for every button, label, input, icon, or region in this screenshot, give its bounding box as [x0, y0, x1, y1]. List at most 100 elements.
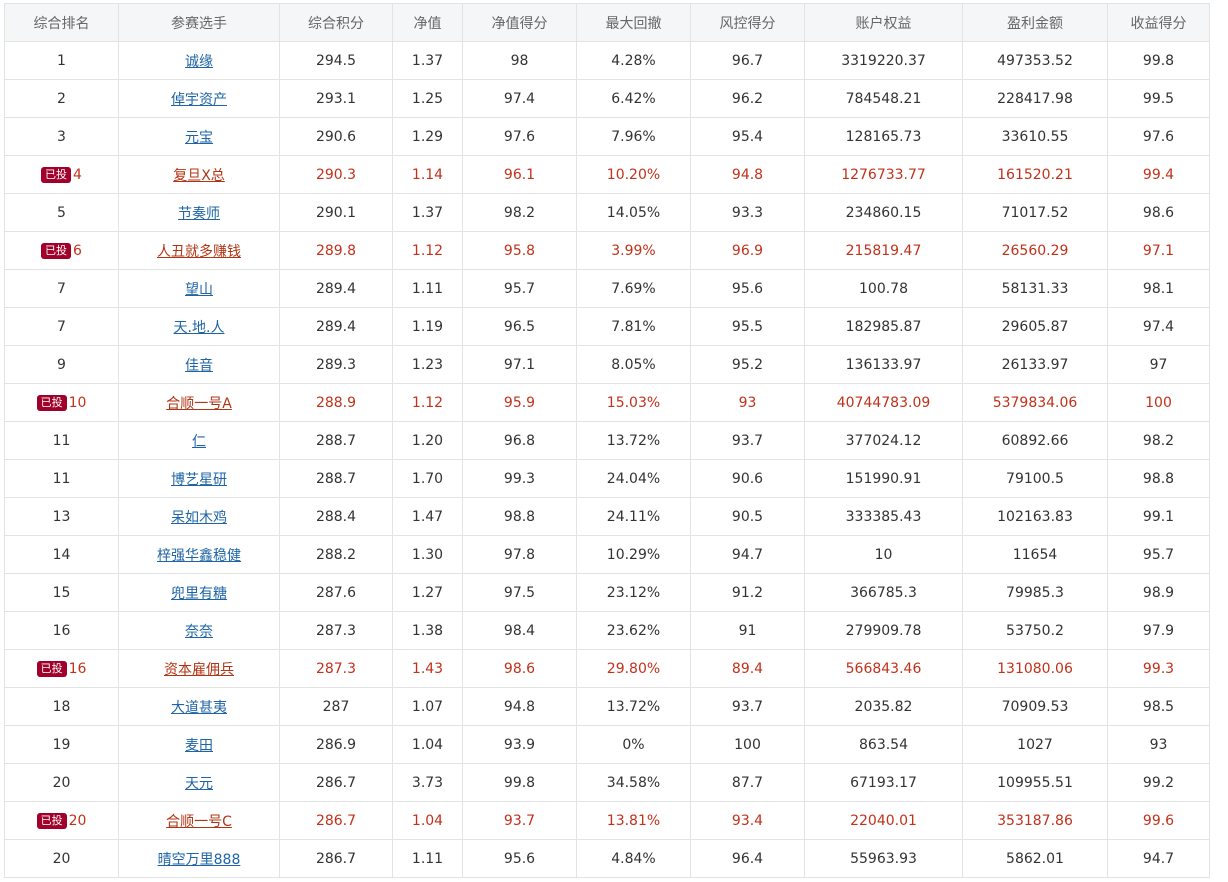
equity-cell: 279909.78: [804, 611, 963, 650]
player-link[interactable]: 倬宇资产: [171, 91, 227, 108]
player-link[interactable]: 兜里有糖: [171, 585, 227, 602]
return-score-cell: 100: [1107, 383, 1210, 422]
table-row: 1 诚缘 294.5 1.37 98 4.28% 96.7 3319220.37 497353.…: [4, 41, 1210, 80]
equity-cell: 22040.01: [804, 801, 963, 840]
max-drawdown-cell: 24.11%: [576, 497, 691, 536]
risk-score-cell: 96.2: [690, 79, 805, 118]
rank-value: 15: [52, 584, 71, 601]
equity-cell: 366785.3: [804, 573, 963, 612]
nav-cell: 1.23: [392, 345, 463, 384]
risk-score-cell: 95.6: [690, 269, 805, 308]
player-link[interactable]: 诚缘: [185, 53, 213, 70]
max-drawdown-cell: 4.84%: [576, 839, 691, 878]
rank-value: 20: [68, 812, 87, 829]
rank-value: 9: [57, 356, 66, 373]
header-return-score[interactable]: 收益得分: [1107, 3, 1210, 42]
equity-cell: 1276733.77: [804, 155, 963, 194]
rank-cell: 18: [4, 687, 119, 726]
header-nav[interactable]: 净值: [392, 3, 463, 42]
risk-score-cell: 90.5: [690, 497, 805, 536]
return-score-cell: 97.4: [1107, 307, 1210, 346]
nav-cell: 1.38: [392, 611, 463, 650]
player-link[interactable]: 晴空万里888: [157, 851, 241, 868]
equity-cell: 151990.91: [804, 459, 963, 498]
nav-score-cell: 98.6: [462, 649, 577, 688]
score-cell: 290.6: [279, 117, 393, 156]
player-link[interactable]: 奈奈: [185, 623, 213, 640]
rank-cell: 5: [4, 193, 119, 232]
max-drawdown-cell: 10.20%: [576, 155, 691, 194]
nav-score-cell: 97.1: [462, 345, 577, 384]
player-link[interactable]: 大道甚夷: [171, 699, 227, 716]
player-link[interactable]: 节奏师: [178, 205, 220, 222]
player-cell: 奈奈: [118, 611, 280, 650]
player-link[interactable]: 博艺星研: [171, 471, 227, 488]
header-equity[interactable]: 账户权益: [804, 3, 963, 42]
rank-value: 7: [57, 280, 66, 297]
player-link[interactable]: 天元: [185, 775, 213, 792]
return-score-cell: 97.1: [1107, 231, 1210, 270]
risk-score-cell: 96.7: [690, 41, 805, 80]
player-cell: 天.地.人: [118, 307, 280, 346]
header-max-drawdown[interactable]: 最大回撤: [576, 3, 691, 42]
invested-badge: 已投: [36, 812, 67, 829]
header-score[interactable]: 综合积分: [279, 3, 393, 42]
max-drawdown-cell: 4.28%: [576, 41, 691, 80]
player-link[interactable]: 呆如木鸡: [171, 509, 227, 526]
max-drawdown-cell: 23.12%: [576, 573, 691, 612]
max-drawdown-cell: 24.04%: [576, 459, 691, 498]
nav-score-cell: 95.9: [462, 383, 577, 422]
profit-cell: 497353.52: [962, 41, 1108, 80]
player-link[interactable]: 合顺一号A: [166, 395, 232, 412]
invested-badge: 已投: [41, 166, 72, 183]
score-cell: 287.6: [279, 573, 393, 612]
header-profit[interactable]: 盈利金额: [962, 3, 1108, 42]
player-link[interactable]: 麦田: [185, 737, 213, 754]
player-link[interactable]: 元宝: [185, 129, 213, 146]
return-score-cell: 93: [1107, 725, 1210, 764]
equity-cell: 182985.87: [804, 307, 963, 346]
equity-cell: 3319220.37: [804, 41, 963, 80]
player-link[interactable]: 复旦X总: [173, 167, 225, 184]
player-cell: 合顺一号A: [118, 383, 280, 422]
ranking-table: 综合排名 参赛选手 综合积分 净值 净值得分 最大回撤 风控得分 账户权益 盈利…: [4, 3, 1210, 878]
player-link[interactable]: 佳音: [185, 357, 213, 374]
table-row: 14 梓强华鑫稳健 288.2 1.30 97.8 10.29% 94.7 10 11654 95…: [4, 535, 1210, 574]
rank-cell: 20: [4, 763, 119, 802]
nav-cell: 1.12: [392, 383, 463, 422]
player-link[interactable]: 合顺一号C: [166, 813, 232, 830]
header-rank[interactable]: 综合排名: [4, 3, 119, 42]
header-nav-score[interactable]: 净值得分: [462, 3, 577, 42]
header-risk-score[interactable]: 风控得分: [690, 3, 805, 42]
rank-cell: 14: [4, 535, 119, 574]
nav-score-cell: 95.6: [462, 839, 577, 878]
player-link[interactable]: 望山: [185, 281, 213, 298]
nav-score-cell: 97.8: [462, 535, 577, 574]
table-row: 已投 4 复旦X总 290.3 1.14 96.1 10.20% 94.8 1276733.77…: [4, 155, 1210, 194]
risk-score-cell: 90.6: [690, 459, 805, 498]
risk-score-cell: 93.3: [690, 193, 805, 232]
player-link[interactable]: 天.地.人: [173, 319, 225, 336]
nav-score-cell: 98.4: [462, 611, 577, 650]
rank-cell: 已投 6: [4, 231, 119, 270]
table-row: 7 望山 289.4 1.11 95.7 7.69% 95.6 100.78 58131.33 9…: [4, 269, 1210, 308]
return-score-cell: 97.6: [1107, 117, 1210, 156]
max-drawdown-cell: 29.80%: [576, 649, 691, 688]
player-link[interactable]: 梓强华鑫稳健: [157, 547, 241, 564]
player-link[interactable]: 资本雇佣兵: [164, 661, 234, 678]
return-score-cell: 95.7: [1107, 535, 1210, 574]
max-drawdown-cell: 15.03%: [576, 383, 691, 422]
player-link[interactable]: 人丑就多赚钱: [157, 243, 241, 260]
rank-cell: 19: [4, 725, 119, 764]
rank-value: 10: [68, 394, 87, 411]
profit-cell: 26133.97: [962, 345, 1108, 384]
rank-cell: 7: [4, 307, 119, 346]
profit-cell: 29605.87: [962, 307, 1108, 346]
profit-cell: 60892.66: [962, 421, 1108, 460]
return-score-cell: 98.5: [1107, 687, 1210, 726]
max-drawdown-cell: 7.69%: [576, 269, 691, 308]
nav-cell: 1.27: [392, 573, 463, 612]
player-link[interactable]: 仁: [192, 433, 206, 450]
nav-score-cell: 97.6: [462, 117, 577, 156]
header-player[interactable]: 参赛选手: [118, 3, 280, 42]
